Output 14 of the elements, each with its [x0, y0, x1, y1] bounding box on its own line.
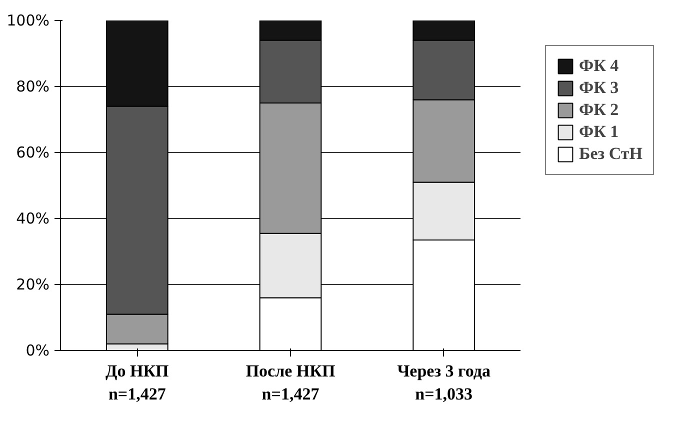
legend-label: ФК 4	[579, 56, 619, 76]
y-tick-label: 0%	[26, 342, 50, 360]
y-tick-label: 20%	[16, 276, 50, 294]
y-tick-label: 100%	[6, 12, 50, 30]
legend-label: ФК 1	[579, 122, 619, 142]
x-tick-label: Через 3 года n=1,033	[397, 362, 491, 404]
x-tick-label: После НКП n=1,427	[246, 362, 336, 404]
y-tick-label: 40%	[16, 210, 50, 228]
y-tick-label: 60%	[16, 144, 50, 162]
legend-label: ФК 3	[579, 78, 619, 98]
x-tick-label: До НКП n=1,427	[106, 362, 169, 404]
legend-label: Без СтН	[579, 144, 642, 164]
y-tick-label: 80%	[16, 78, 50, 96]
legend-label: ФК 2	[579, 100, 619, 120]
